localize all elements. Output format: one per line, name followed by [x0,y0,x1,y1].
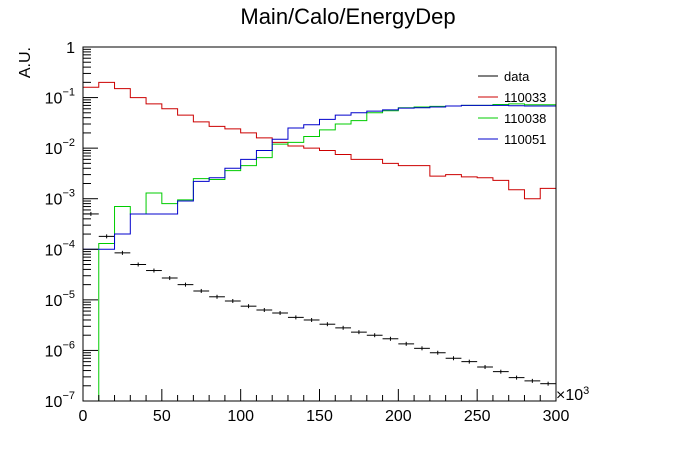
legend-label-110051: 110051 [504,132,546,147]
data-point [429,350,446,355]
y-tick-label: 1 [66,40,75,57]
data-point [366,333,383,338]
y-tick-label: 10−6 [45,339,75,360]
data-point [240,304,257,309]
data-point [524,378,541,383]
y-tick-label: 10−2 [45,137,75,158]
data-point [177,282,194,287]
data-point [146,268,162,273]
data-point [492,369,509,374]
x-tick-label: 50 [153,408,171,425]
data-point [209,294,225,299]
x-tick-label: 100 [227,408,254,425]
x-tick-label: 250 [464,408,491,425]
legend: data 110033 110038 110051 [478,69,546,147]
chart-title: Main/Calo/EnergyDep [240,4,455,29]
y-tick-label: 10−4 [45,238,75,259]
legend-label-110033: 110033 [504,90,546,105]
legend-label-data: data [504,69,530,84]
legend-label-110038: 110038 [504,111,546,126]
data-point [272,310,288,315]
data-point [130,262,147,267]
y-tick-label: 10−5 [45,289,75,310]
data-point [351,330,367,335]
y-tick-label: 10−3 [45,188,75,209]
data-point [287,315,304,320]
series-110051-line [83,104,556,250]
data-point [508,375,525,380]
data-point [461,359,478,364]
axes: 0 50 100 150 200 250 300 10−7 10−6 10−5 10−4 10−3 10… [45,40,570,425]
y-tick-label: 10−7 [45,390,75,411]
y-axis-label: A.U. [17,47,34,78]
data-point [98,234,115,239]
data-point [382,336,399,341]
x-axis-multiplier: ×103 [556,385,589,404]
x-tick-label: 200 [385,408,412,425]
data-point [540,381,556,386]
data-point [193,288,210,293]
y-tick-label: 10−1 [45,87,75,108]
x-tick-label: 0 [79,408,88,425]
data-point [414,346,430,351]
series-110033-line [83,81,556,200]
data-point [303,317,320,322]
x-tick-label: 150 [306,408,333,425]
data-point [477,365,493,370]
data-point [224,298,241,303]
data-point [114,250,131,255]
data-point [335,325,352,330]
x-tick-label: 300 [543,408,570,425]
data-point [319,322,336,327]
data-point [398,341,415,346]
data-point [445,356,462,361]
data-point [256,308,273,313]
data-point [161,276,178,281]
